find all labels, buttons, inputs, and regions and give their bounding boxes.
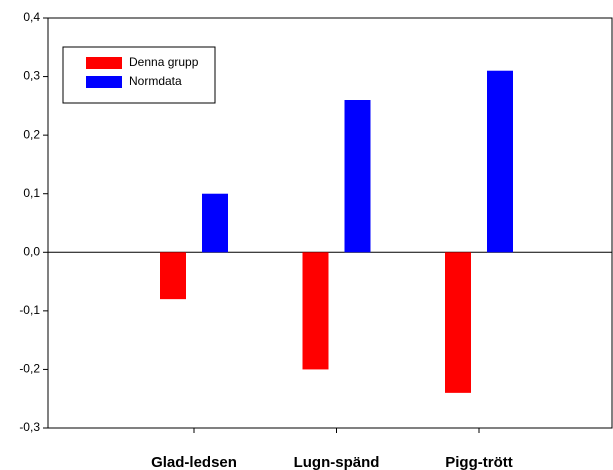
legend-label: Denna grupp — [129, 55, 199, 69]
x-tick-label: Lugn-spänd — [294, 454, 380, 470]
y-tick-label: 0,2 — [23, 127, 40, 141]
x-tick-label: Pigg-trött — [445, 454, 512, 470]
y-tick-label: -0,1 — [19, 303, 40, 317]
bar — [160, 252, 186, 300]
bar — [202, 193, 228, 253]
y-tick-label: 0,0 — [23, 244, 40, 258]
y-tick-label: 0,3 — [23, 69, 40, 83]
y-tick-label: -0,3 — [19, 420, 40, 434]
x-tick-label: Glad-ledsen — [151, 454, 237, 470]
legend-box — [62, 46, 216, 104]
legend-swatch — [86, 57, 122, 69]
plot-frame — [47, 17, 613, 429]
y-tick-label: -0,2 — [19, 362, 40, 376]
legend-swatch — [86, 76, 122, 88]
y-tick-label: 0,1 — [23, 186, 40, 200]
bar — [302, 252, 329, 370]
legend-label: Normdata — [129, 74, 182, 88]
bar — [487, 70, 513, 253]
bar — [445, 252, 471, 393]
bar — [344, 100, 371, 253]
y-tick-label: 0,4 — [23, 10, 40, 24]
